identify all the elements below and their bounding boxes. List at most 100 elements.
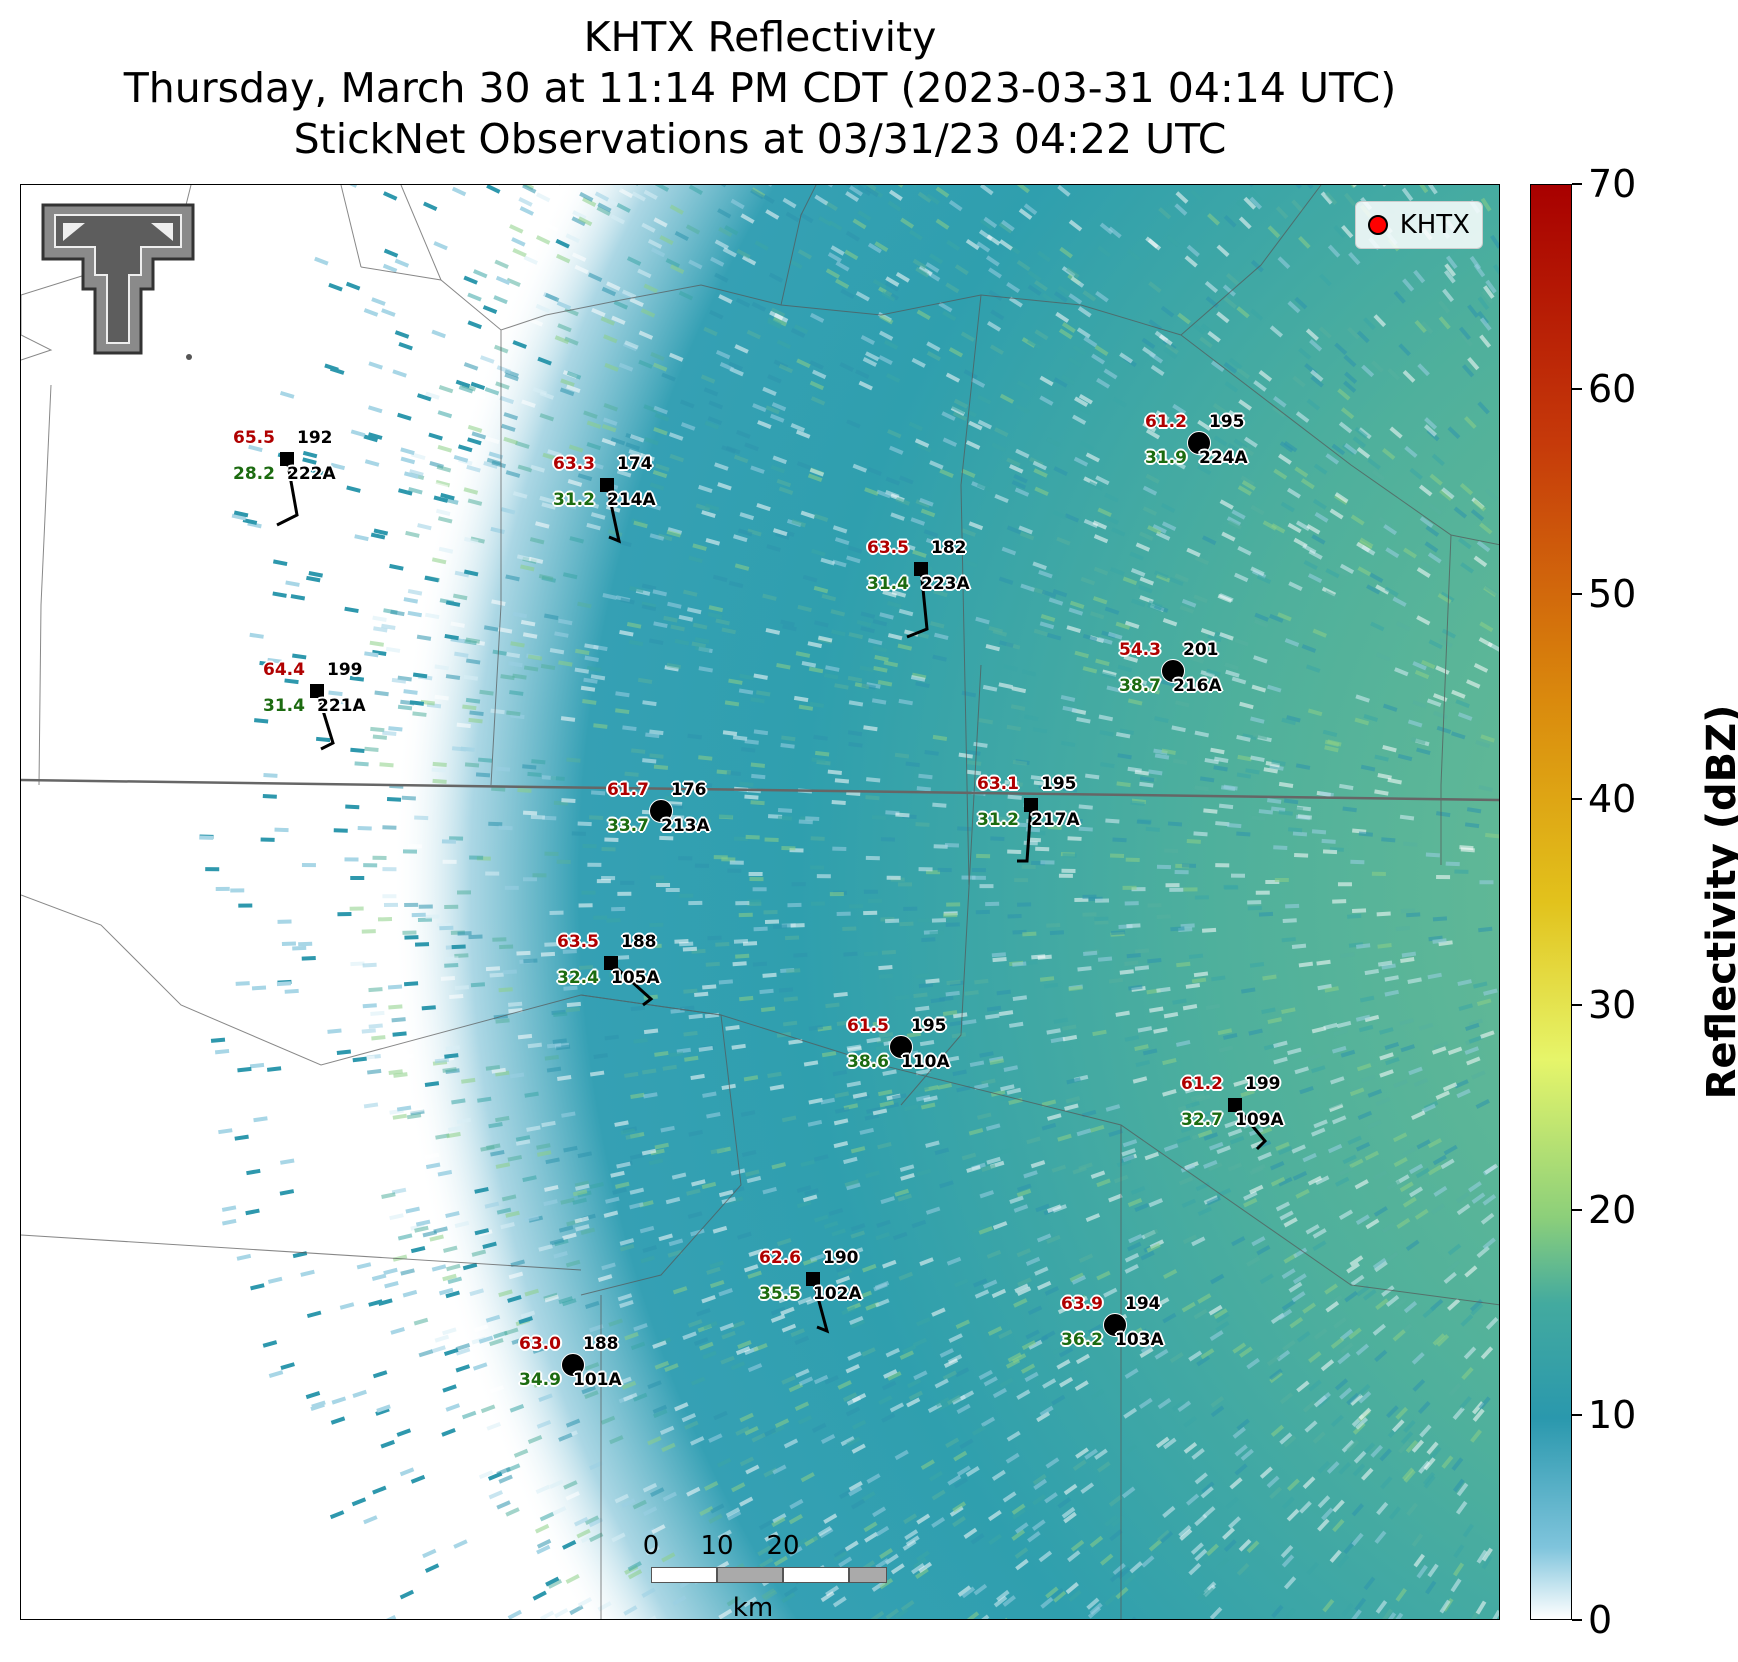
- radar-gate: [589, 815, 604, 820]
- radar-gate: [367, 432, 383, 440]
- radar-gate: [1295, 411, 1310, 423]
- radar-gate: [445, 600, 461, 607]
- radar-gate: [885, 476, 901, 486]
- station-temperature: 65.5: [233, 428, 275, 448]
- radar-gate: [911, 1563, 925, 1575]
- radar-gate: [1000, 1094, 1015, 1102]
- radar-gate: [513, 1448, 529, 1458]
- radar-gate: [577, 601, 592, 609]
- radar-gate: [866, 1473, 881, 1484]
- radar-gate: [739, 673, 754, 681]
- radar-gate: [535, 521, 550, 529]
- scale-tick-label: 10: [700, 1531, 734, 1561]
- radar-gate: [1317, 1518, 1330, 1532]
- radar-gate: [462, 1262, 478, 1271]
- radar-gate: [1092, 596, 1108, 605]
- radar-gate: [894, 1607, 909, 1619]
- radar-gate: [1200, 1486, 1214, 1499]
- radar-gate: [1407, 977, 1422, 984]
- radar-gate: [1089, 1535, 1104, 1548]
- radar-gate: [1287, 300, 1301, 314]
- radar-gate: [724, 700, 740, 707]
- radar-gate: [638, 359, 653, 369]
- radar-gate: [484, 1201, 500, 1209]
- radar-gate: [484, 1448, 500, 1458]
- map-panel[interactable]: KHTX 65.5 192 28.2 222A 63.3 174 31.2 214A 61.2 1…: [20, 184, 1500, 1620]
- radar-gate: [837, 1268, 852, 1277]
- radar-gate: [461, 1410, 477, 1420]
- radar-gate: [467, 424, 483, 433]
- radar-gate: [1412, 661, 1427, 671]
- radar-gate: [449, 836, 464, 841]
- radar-gate: [905, 761, 920, 768]
- radar-gate: [1193, 831, 1208, 837]
- radar-gate: [1003, 1065, 1019, 1072]
- radar-gate: [1361, 364, 1375, 378]
- radar-gate: [753, 926, 768, 932]
- radar-gate: [915, 266, 930, 278]
- radar-gate: [489, 1385, 505, 1394]
- radar-gate: [467, 437, 482, 446]
- radar-gate: [833, 991, 848, 998]
- radar-gate: [1228, 357, 1243, 370]
- radar-gate: [692, 543, 707, 551]
- radar-gate: [501, 1194, 517, 1202]
- radar-gate: [1431, 1046, 1447, 1055]
- radar-gate: [1346, 1392, 1360, 1406]
- radar-gate: [315, 736, 331, 743]
- radar-gate: [1013, 822, 1028, 828]
- radar-gate: [941, 411, 956, 421]
- radar-gate: [856, 619, 872, 628]
- radar-gate: [633, 462, 648, 471]
- radar-gate: [1371, 360, 1384, 373]
- radar-gate: [642, 1482, 658, 1493]
- radar-gate: [697, 782, 713, 788]
- radar-gate: [215, 886, 230, 891]
- radar-gate: [730, 1168, 746, 1176]
- radar-gate: [1068, 1366, 1083, 1377]
- county-borders: [21, 185, 1499, 1619]
- radar-gate: [653, 621, 668, 629]
- radar-gate: [1306, 398, 1321, 411]
- radar-gate: [1115, 1010, 1130, 1017]
- radar-gate: [1139, 1347, 1154, 1359]
- radar-gate: [1302, 1152, 1317, 1163]
- radar-gate: [376, 1404, 391, 1413]
- radar-gate: [899, 475, 914, 485]
- radar-gate: [1153, 1027, 1168, 1034]
- radar-gate: [610, 437, 626, 446]
- radar-gate: [1021, 864, 1036, 870]
- radar-gate: [503, 436, 518, 445]
- colorbar-tick: [1572, 593, 1582, 596]
- radar-gate: [989, 1058, 1005, 1065]
- radar-gate: [704, 1481, 719, 1491]
- radar-gate: [1409, 1186, 1424, 1198]
- radar-gate: [1451, 1457, 1464, 1471]
- radar-gate: [963, 369, 978, 380]
- radar-gate: [935, 218, 950, 230]
- radar-gate: [1291, 199, 1304, 213]
- radar-gate: [1357, 1383, 1371, 1397]
- radar-gate: [778, 987, 794, 993]
- radar-gate: [1034, 486, 1049, 496]
- radar-gate: [690, 1436, 705, 1446]
- radar-gate: [627, 1569, 643, 1580]
- radar-gate: [762, 972, 777, 978]
- radar-gate: [860, 1025, 876, 1032]
- radar-gate: [563, 985, 578, 991]
- radar-gate: [877, 679, 893, 687]
- radar-gate: [1105, 818, 1120, 824]
- radar-gate: [1057, 1304, 1073, 1315]
- radar-gate: [593, 1053, 608, 1059]
- radar-gate: [1411, 1352, 1425, 1365]
- radar-gate: [277, 919, 292, 924]
- radar-gate: [280, 1362, 295, 1371]
- radar-gate: [1185, 1493, 1200, 1506]
- radar-gate: [1099, 730, 1114, 737]
- radar-gate: [654, 1050, 669, 1057]
- station-dewpoint: 38.7: [1119, 676, 1161, 696]
- radar-gate: [695, 645, 710, 653]
- radar-gate: [410, 1245, 426, 1254]
- radar-gate: [1124, 1368, 1139, 1379]
- radar-gate: [674, 1402, 689, 1412]
